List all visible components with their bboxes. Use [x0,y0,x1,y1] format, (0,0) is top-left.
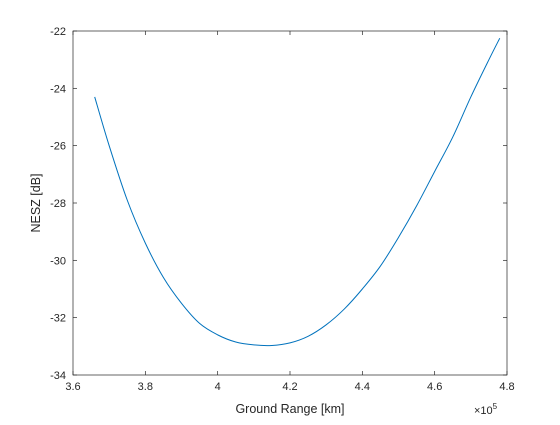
y-tick-label: -30 [50,255,66,267]
x-exponent-base: ×10 [474,405,493,417]
axes-box [72,30,508,376]
x-tick-label: 4.8 [499,381,514,393]
x-axis-label: Ground Range [km] [235,402,344,416]
y-tick-label: -34 [50,370,66,382]
x-tick-label: 4.2 [282,381,297,393]
y-axis-label: NESZ [dB] [29,173,43,232]
x-tick-label: 3.6 [65,381,80,393]
y-tick-label: -28 [50,198,66,210]
x-exponent-label: ×105 [474,402,498,417]
y-tick-label: -26 [50,141,66,153]
y-tick-label: -24 [50,83,66,95]
x-tick-label: 3.8 [138,381,153,393]
x-tick-label: 4 [215,381,221,393]
x-exponent-power: 5 [493,402,498,411]
x-tick-label: 4.4 [355,381,370,393]
y-tick-label: -32 [50,313,66,325]
y-tick-label: -22 [50,26,66,38]
plot-area [73,31,507,375]
ticks-layer: 3.6 3.8 4 4.2 4.4 4.6 4.8 -34 -32 -30 -28 -26 -24 -22 [50,26,515,393]
x-tick-label: 4.6 [427,381,442,393]
series-line-nesz [94,37,501,347]
